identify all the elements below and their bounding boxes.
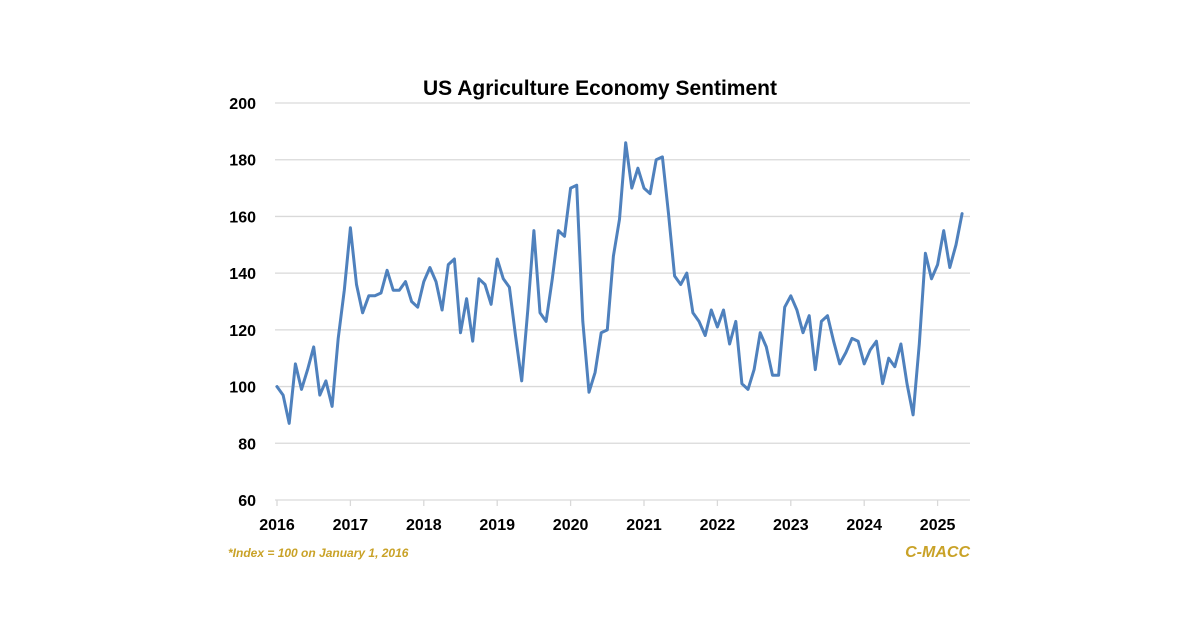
footnote: *Index = 100 on January 1, 2016 [228, 546, 409, 560]
x-tick-label-2024: 2024 [846, 517, 882, 534]
y-tick-label-200: 200 [229, 96, 256, 113]
x-tick-label-2017: 2017 [333, 517, 369, 534]
y-tick-label-80: 80 [238, 436, 256, 453]
y-tick-label-180: 180 [229, 153, 256, 170]
y-tick-label-100: 100 [229, 380, 256, 397]
x-tick-label-2021: 2021 [626, 517, 662, 534]
x-tick-label-2019: 2019 [479, 517, 515, 534]
y-tick-label-160: 160 [229, 209, 256, 226]
chart-title: US Agriculture Economy Sentiment [423, 77, 777, 100]
x-axis-ticks: 2016 2017 2018 2019 2020 2021 2022 2023 2024 2025 [259, 500, 955, 534]
gridlines [275, 102, 970, 444]
source-label: C-MACC [905, 544, 970, 561]
x-tick-label-2022: 2022 [700, 517, 736, 534]
x-tick-label-2025: 2025 [920, 517, 956, 534]
x-tick-label-2018: 2018 [406, 517, 442, 534]
y-tick-label-140: 140 [229, 266, 256, 283]
y-tick-label-60: 60 [238, 493, 256, 510]
y-axis-ticks: 60 80 100 120 140 160 180 200 [229, 96, 256, 510]
series-line-0 [275, 141, 964, 425]
x-tick-label-2016: 2016 [259, 517, 295, 534]
y-tick-label-120: 120 [229, 323, 256, 340]
x-tick-label-2020: 2020 [553, 517, 589, 534]
x-tick-label-2023: 2023 [773, 517, 809, 534]
series-layer [275, 141, 964, 425]
